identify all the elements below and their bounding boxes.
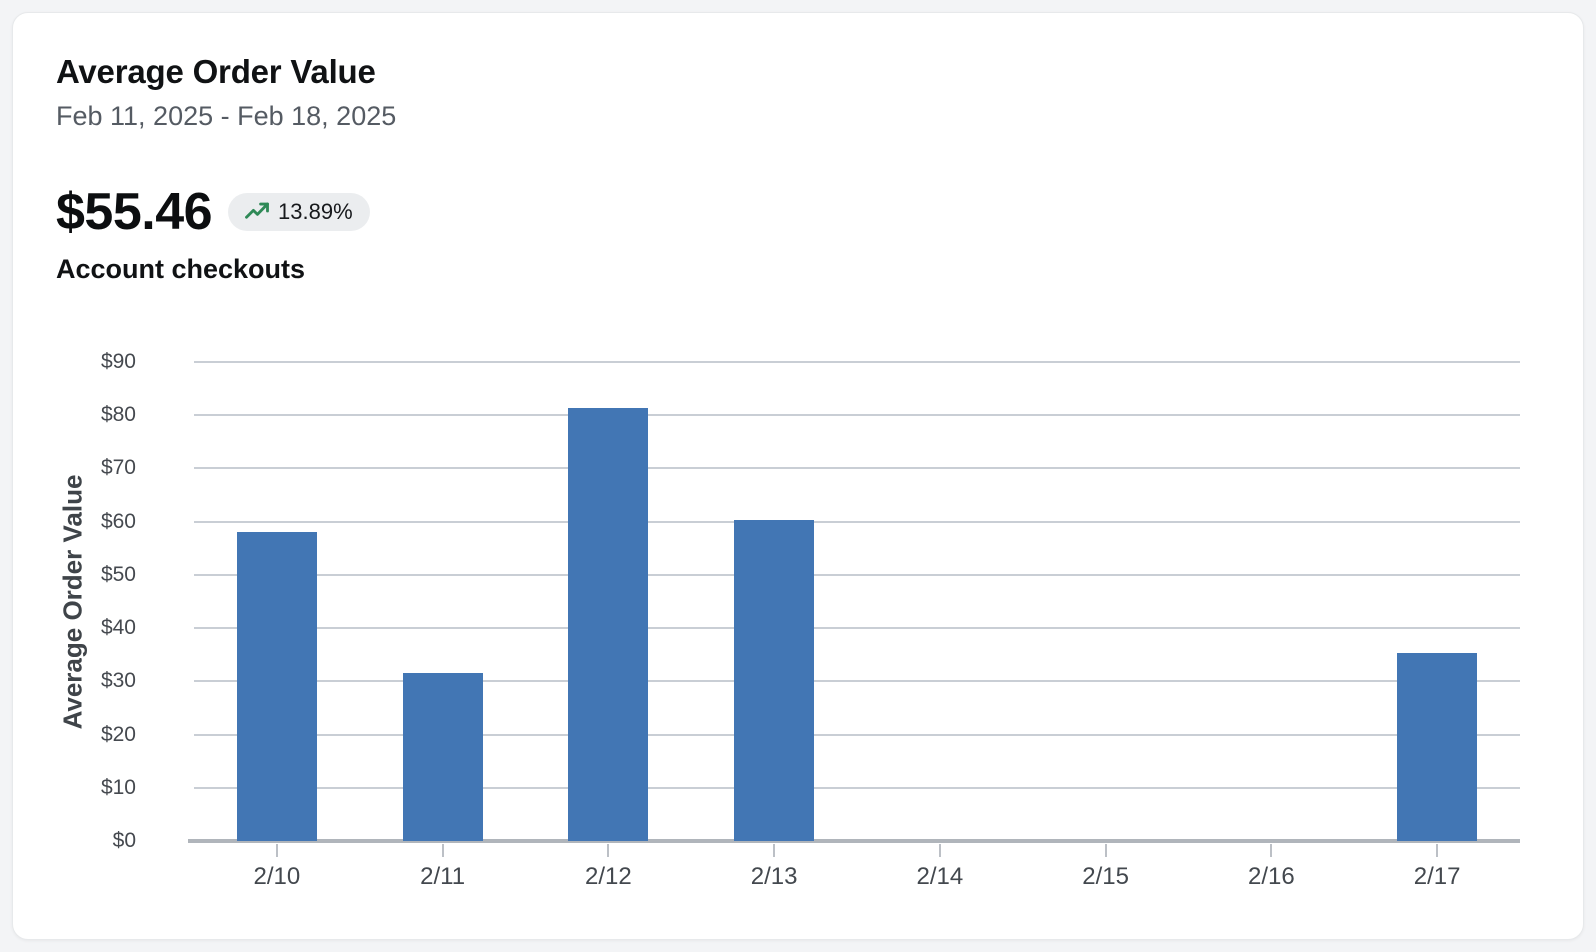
bar-2-10[interactable] bbox=[236, 531, 317, 841]
x-axis-line bbox=[188, 839, 1520, 843]
x-tick-label: 2/16 bbox=[1248, 863, 1295, 890]
gridline bbox=[194, 733, 1520, 736]
bar-2-17[interactable] bbox=[1397, 652, 1478, 841]
x-tick-label: 2/15 bbox=[1082, 863, 1129, 890]
metric-value: $55.46 bbox=[56, 183, 213, 241]
x-tick-mark bbox=[1436, 844, 1439, 857]
x-tick-mark bbox=[773, 844, 776, 857]
gridline bbox=[194, 786, 1520, 789]
card-title: Average Order Value bbox=[56, 53, 376, 90]
gridline bbox=[194, 361, 1520, 363]
y-tick-label: $20 bbox=[100, 722, 136, 746]
gridline bbox=[194, 573, 1520, 576]
y-tick-label: $30 bbox=[100, 669, 136, 693]
gridline bbox=[194, 467, 1520, 470]
trend-badge: 13.89% bbox=[228, 193, 370, 231]
x-tick-label: 2/17 bbox=[1413, 863, 1461, 890]
x-tick-label: 2/11 bbox=[420, 863, 466, 890]
gridline bbox=[194, 680, 1520, 683]
bar-chart-plot-area: Average Order Value $0 $10 $20 $30 $40 $50 $60… bbox=[58, 350, 1520, 890]
x-tick-mark bbox=[1104, 844, 1107, 857]
y-tick-label: $10 bbox=[100, 775, 136, 799]
y-tick-label: $0 bbox=[112, 829, 136, 852]
bar-2-12[interactable] bbox=[568, 408, 649, 841]
chart-card: Average Order Value Feb 11, 2025 - Feb 1… bbox=[12, 12, 1584, 940]
metric-label: Account checkouts bbox=[56, 254, 306, 284]
x-axis-tick-labels: 2/10 2/11 2/12 2/13 2/14 2/15 2/16 2/17 bbox=[194, 863, 1520, 891]
date-range: Feb 11, 2025 - Feb 18, 2025 bbox=[56, 101, 397, 131]
gridline bbox=[194, 414, 1520, 417]
y-tick-label: $50 bbox=[100, 562, 136, 586]
bar-2-13[interactable] bbox=[734, 519, 815, 841]
x-tick-label: 2/10 bbox=[253, 863, 301, 890]
x-tick-mark bbox=[441, 844, 444, 857]
x-tick-mark bbox=[1270, 844, 1273, 857]
y-axis-tick-labels: $0 $10 $20 $30 $40 $50 $60 $70 $80 $90 bbox=[16, 350, 136, 852]
y-tick-label: $80 bbox=[100, 403, 136, 427]
x-tick-mark bbox=[607, 844, 610, 857]
y-tick-label: $70 bbox=[100, 456, 136, 480]
y-tick-label: $90 bbox=[100, 350, 136, 373]
bar-2-11[interactable] bbox=[402, 673, 483, 841]
trend-up-icon bbox=[245, 202, 269, 219]
x-tick-mark bbox=[275, 844, 278, 857]
x-tick-label: 2/12 bbox=[585, 863, 632, 890]
x-tick-label: 2/14 bbox=[916, 863, 964, 890]
gridline bbox=[194, 627, 1520, 630]
y-tick-label: $40 bbox=[100, 616, 136, 640]
metric-row: $55.46 13.89% bbox=[56, 182, 1583, 242]
x-tick-label: 2/13 bbox=[750, 863, 798, 890]
y-tick-label: $60 bbox=[100, 509, 136, 533]
x-tick-mark bbox=[938, 844, 941, 857]
gridline bbox=[194, 520, 1520, 523]
trend-percent: 13.89% bbox=[278, 199, 353, 224]
